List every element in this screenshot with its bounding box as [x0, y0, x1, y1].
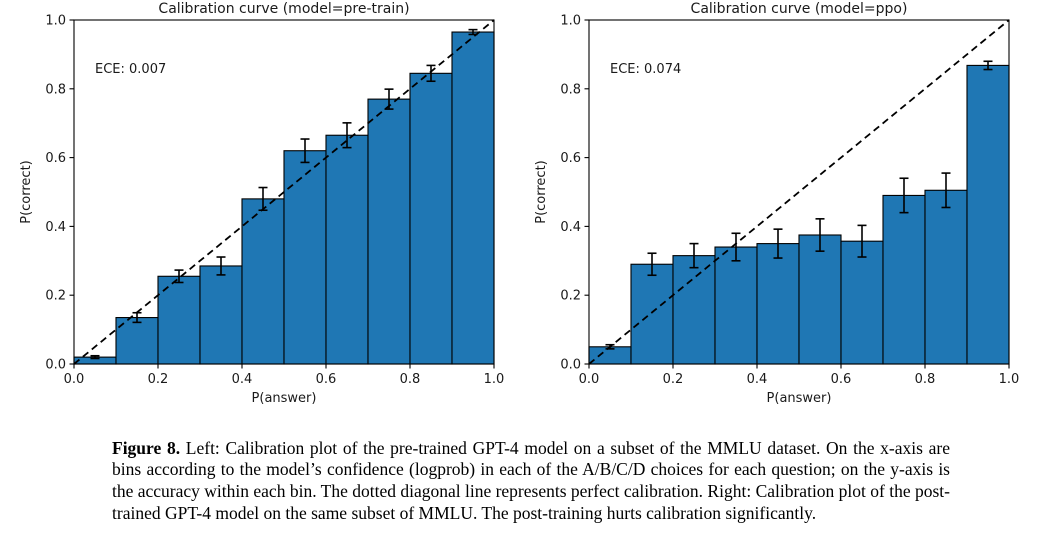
calibration-bar: [966, 64, 1010, 365]
calibration-bar: [672, 255, 716, 365]
calibration-bar: [924, 189, 968, 365]
calibration-bar: [882, 194, 926, 365]
x-tick-label: 0.6: [831, 372, 852, 387]
figure-caption-text: Left: Calibration plot of the pre-traine…: [112, 437, 950, 523]
calibration-bar: [199, 265, 243, 365]
calibration-bar: [451, 31, 495, 365]
x-tick-label: 0.4: [747, 372, 768, 387]
y-tick-label: 0.0: [45, 358, 66, 373]
calibration-bar: [714, 246, 758, 365]
perfect-calibration-diagonal: [73, 19, 495, 365]
x-tick-label: 0.8: [915, 372, 936, 387]
perfect-calibration-diagonal: [588, 19, 1010, 365]
x-tick-label: 0.0: [579, 372, 600, 387]
x-tick-label: 0.2: [148, 372, 169, 387]
y-tick-label: 0.8: [560, 82, 581, 97]
x-tick-label: 0.8: [400, 372, 421, 387]
y-tick-label: 0.4: [45, 220, 66, 235]
calibration-chart-ppo: 0.00.0 0.2 0.2 0.4 0.4 0.6 0.6 0.8 0.8 1.0 1.0 Cali…: [534, 1, 1020, 406]
calibration-bar: [798, 234, 842, 365]
y-tick-label: 0.2: [45, 289, 66, 304]
calibration-bar: [325, 134, 369, 365]
chart-title: Calibration curve (model=ppo): [691, 1, 908, 17]
x-tick-label: 0.4: [232, 372, 253, 387]
x-tick-label: 0.2: [663, 372, 684, 387]
y-tick-label: 0.4: [560, 220, 581, 235]
y-axis-label: P(correct): [19, 160, 34, 224]
y-tick-label: 0.8: [45, 82, 66, 97]
y-tick-label: 1.0: [560, 14, 581, 29]
chart-title: Calibration curve (model=pre-train): [158, 1, 409, 17]
calibration-chart-pretrain: 0.00.0 0.2 0.2 0.4 0.4 0.6 0.6 0.8 0.8 1.0 1.0 Cali…: [19, 1, 505, 406]
y-tick-label: 0.2: [560, 289, 581, 304]
calibration-bar: [367, 98, 411, 365]
figure-caption-label: Figure 8.: [112, 437, 181, 458]
calibration-bar: [409, 72, 453, 365]
x-axis-label: P(answer): [767, 391, 832, 406]
calibration-bar: [840, 240, 884, 365]
figure-caption: Figure 8. Left: Calibration plot of the …: [112, 438, 950, 525]
axes-box: [73, 19, 495, 365]
x-tick-label: 0.6: [316, 372, 337, 387]
ece-annotation: ECE: 0.007: [95, 62, 166, 77]
calibration-bar: [241, 198, 285, 365]
x-tick-label: 1.0: [484, 372, 505, 387]
y-tick-label: 0.6: [45, 151, 66, 166]
y-tick-label: 1.0: [45, 14, 66, 29]
x-axis-label: P(answer): [252, 391, 317, 406]
y-axis-label: P(correct): [534, 160, 549, 224]
x-tick-label: 0.0: [64, 372, 85, 387]
ece-annotation: ECE: 0.074: [610, 62, 681, 77]
calibration-bar: [756, 243, 800, 365]
axes-box: [588, 19, 1010, 365]
y-tick-label: 0.6: [560, 151, 581, 166]
calibration-bar: [630, 263, 674, 365]
y-tick-label: 0.0: [560, 358, 581, 373]
x-tick-label: 1.0: [999, 372, 1020, 387]
calibration-bar: [283, 150, 327, 365]
